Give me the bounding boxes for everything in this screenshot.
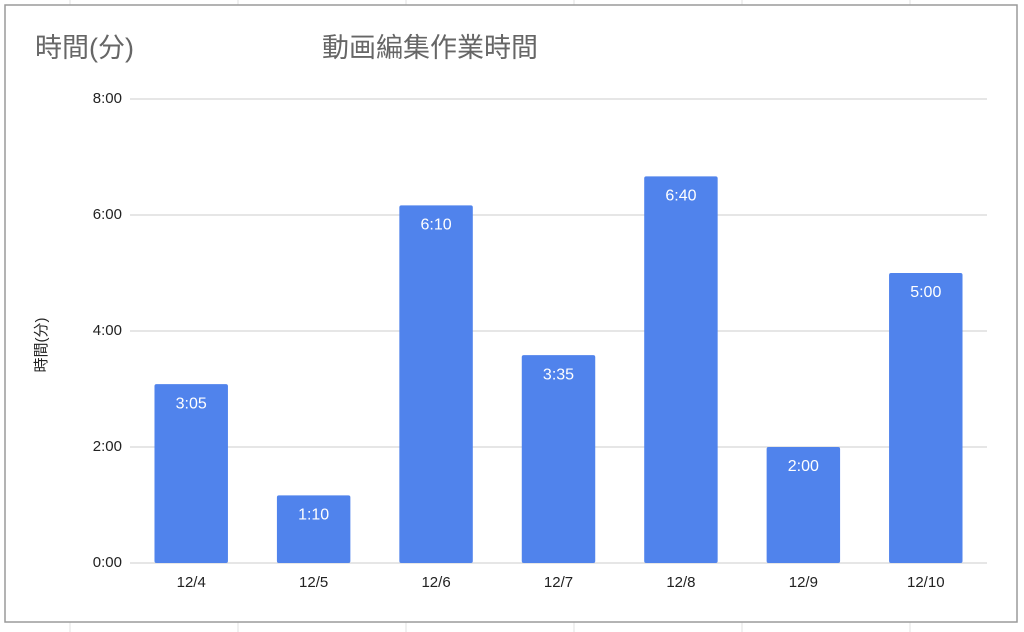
bar <box>399 205 473 564</box>
x-tick-label: 12/10 <box>907 574 945 591</box>
x-tick-label: 12/8 <box>666 574 695 591</box>
data-label: 3:35 <box>543 366 574 383</box>
x-tick-label: 12/9 <box>789 574 818 591</box>
bar <box>154 384 228 563</box>
bar <box>276 495 351 563</box>
data-label: 6:10 <box>421 217 452 234</box>
y-tick-label: 6:00 <box>93 206 122 223</box>
y-tick-label: 4:00 <box>93 322 122 339</box>
y-tick-label: 0:00 <box>93 554 122 571</box>
bar <box>644 176 718 564</box>
data-label: 2:00 <box>788 458 819 475</box>
data-label: 6:40 <box>665 188 696 205</box>
x-tick-label: 12/5 <box>299 574 328 591</box>
data-label: 1:10 <box>298 507 329 524</box>
x-tick-label: 12/4 <box>177 574 206 591</box>
y-tick-label: 8:00 <box>93 90 122 107</box>
bar <box>889 273 963 563</box>
y-tick-label: 2:00 <box>93 438 122 455</box>
data-label: 5:00 <box>910 284 941 301</box>
chart-title: 動画編集作業時間 <box>322 33 538 63</box>
y-axis-title: 時間(分) <box>33 318 50 373</box>
bar <box>766 447 841 563</box>
bar <box>521 355 596 563</box>
x-tick-label: 12/6 <box>421 574 450 591</box>
sheet-text: 時間(分) <box>35 33 134 63</box>
x-tick-label: 12/7 <box>544 574 573 591</box>
data-label: 3:05 <box>176 395 207 412</box>
